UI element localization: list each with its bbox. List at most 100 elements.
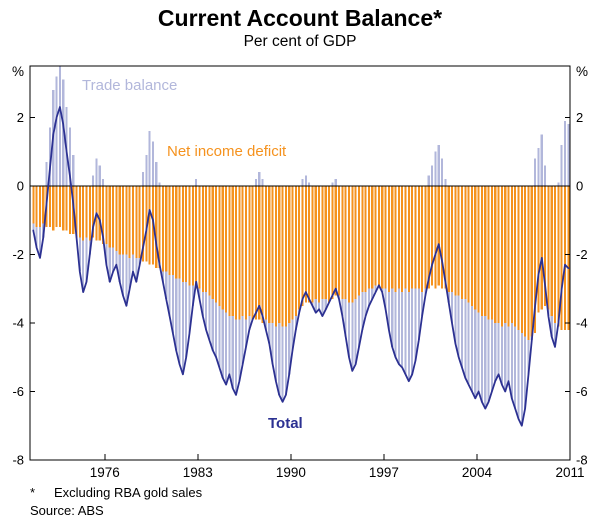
net-income-deficit-bar bbox=[181, 185, 184, 282]
net-income-deficit-bar bbox=[65, 185, 68, 231]
net-income-deficit-bar bbox=[301, 185, 304, 306]
trade-balance-bar bbox=[567, 124, 570, 186]
net-income-deficit-bar bbox=[155, 185, 158, 269]
net-income-deficit-bar bbox=[228, 185, 231, 317]
trade-balance-bar bbox=[351, 302, 354, 371]
net-income-deficit-bar bbox=[527, 185, 530, 341]
net-income-deficit-bar bbox=[480, 185, 483, 317]
net-income-deficit-bar bbox=[371, 185, 374, 289]
trade-balance-bar bbox=[514, 326, 517, 409]
x-tick-label: 1990 bbox=[276, 465, 306, 480]
net-income-deficit-bar bbox=[38, 185, 42, 228]
net-income-deficit-bar bbox=[158, 185, 161, 269]
trade-balance-bar bbox=[470, 305, 474, 392]
net-income-deficit-bar bbox=[168, 185, 171, 275]
trade-balance-bar bbox=[72, 155, 75, 186]
net-income-deficit-bar bbox=[268, 185, 271, 323]
net-income-deficit-bar bbox=[78, 185, 81, 238]
net-income-deficit-bar bbox=[337, 185, 341, 296]
trade-balance-bar bbox=[308, 182, 311, 186]
y-axis-unit-right: % bbox=[576, 64, 588, 79]
net-income-deficit-bar bbox=[331, 185, 334, 299]
net-income-deficit-bar bbox=[112, 185, 115, 248]
net-income-deficit-bar bbox=[457, 185, 460, 296]
trade-balance-bar bbox=[268, 322, 271, 344]
trade-balance-bar bbox=[228, 316, 231, 375]
net-income-deficit-bar bbox=[141, 185, 145, 262]
net-income-deficit-bar bbox=[427, 185, 430, 289]
trade-balance-bar bbox=[278, 322, 281, 395]
net-income-deficit-bar bbox=[454, 185, 457, 296]
trade-balance-bar bbox=[218, 305, 221, 368]
x-tick-label: 1983 bbox=[183, 465, 213, 480]
trade-balance-bar bbox=[397, 288, 400, 365]
trade-balance-bar bbox=[474, 309, 477, 399]
y-tick-label-right: -2 bbox=[576, 247, 588, 262]
net-income-deficit-bar bbox=[32, 185, 35, 224]
trade-balance-bar bbox=[334, 179, 337, 186]
net-income-deficit-bar bbox=[131, 185, 135, 255]
trade-balance-bar bbox=[135, 257, 138, 282]
trade-balance-bar bbox=[504, 322, 507, 392]
net-income-deficit-bar bbox=[311, 185, 314, 303]
net-income-deficit-bar bbox=[82, 185, 85, 241]
trade-balance-bar bbox=[411, 288, 414, 375]
net-income-deficit-bar bbox=[288, 185, 291, 323]
trade-balance-bar bbox=[454, 295, 457, 344]
net-income-deficit-bar bbox=[308, 185, 311, 303]
net-income-deficit-bar bbox=[351, 185, 354, 303]
net-income-deficit-bar bbox=[274, 185, 277, 327]
trade-balance-bar bbox=[165, 271, 168, 299]
trade-balance-bar bbox=[244, 319, 248, 347]
total-label: Total bbox=[268, 415, 303, 432]
net-income-deficit-bar bbox=[437, 185, 440, 286]
net-income-deficit-bar bbox=[520, 185, 523, 334]
net-income-deficit-bar bbox=[284, 185, 287, 327]
trade-balance-bar bbox=[291, 319, 294, 351]
net-income-deficit-bar bbox=[304, 185, 307, 303]
trade-balance-bar bbox=[221, 309, 224, 378]
net-income-deficit-bar bbox=[175, 185, 178, 279]
net-income-deficit-bar bbox=[108, 185, 111, 248]
net-income-deficit-bar bbox=[98, 185, 101, 241]
trade-balance-bar bbox=[371, 288, 374, 299]
trade-balance-bar bbox=[324, 298, 327, 310]
net-income-deficit-bar bbox=[191, 185, 194, 286]
trade-balance-bar bbox=[441, 158, 444, 186]
trade-balance-bar bbox=[294, 316, 297, 330]
trade-balance-bar bbox=[331, 182, 334, 186]
trade-balance-bar bbox=[304, 175, 307, 186]
net-income-deficit-bar bbox=[68, 185, 71, 234]
net-income-deficit-bar bbox=[52, 185, 55, 231]
trade-balance-bar bbox=[264, 319, 267, 330]
net-income-deficit-bar bbox=[414, 185, 417, 289]
trade-balance-bar bbox=[417, 288, 420, 341]
net-income-deficit-bar bbox=[121, 185, 125, 255]
net-income-deficit-bar bbox=[567, 185, 570, 330]
net-income-deficit-bar bbox=[221, 185, 224, 310]
trade-balance-bar bbox=[78, 237, 81, 272]
y-tick-label-right: -6 bbox=[576, 384, 588, 399]
trade-balance-bar bbox=[205, 292, 208, 330]
trade-balance-bar bbox=[198, 288, 201, 299]
x-tick-label: 2011 bbox=[555, 465, 584, 480]
trade-balance-bar bbox=[35, 227, 38, 248]
net-income-deficit-bar bbox=[417, 185, 420, 289]
net-income-deficit-bar bbox=[314, 185, 317, 299]
trade-balance-bar bbox=[131, 254, 135, 272]
trade-balance-bar bbox=[98, 165, 101, 186]
trade-balance-bar bbox=[281, 326, 284, 402]
chart-subtitle: Per cent of GDP bbox=[243, 33, 357, 50]
trade-balance-bar bbox=[487, 319, 490, 402]
net-income-deficit-bar bbox=[421, 185, 424, 293]
trade-balance-bar bbox=[414, 288, 417, 361]
trade-balance-bar bbox=[121, 254, 125, 296]
trade-balance-bar bbox=[401, 292, 404, 368]
net-income-deficit-label: Net income deficit bbox=[167, 143, 287, 160]
net-income-deficit-bar bbox=[178, 185, 181, 279]
net-income-deficit-bar bbox=[431, 185, 434, 286]
trade-balance-bar bbox=[261, 179, 264, 186]
trade-balance-bar bbox=[85, 237, 88, 282]
trade-balance-bar bbox=[480, 316, 483, 402]
